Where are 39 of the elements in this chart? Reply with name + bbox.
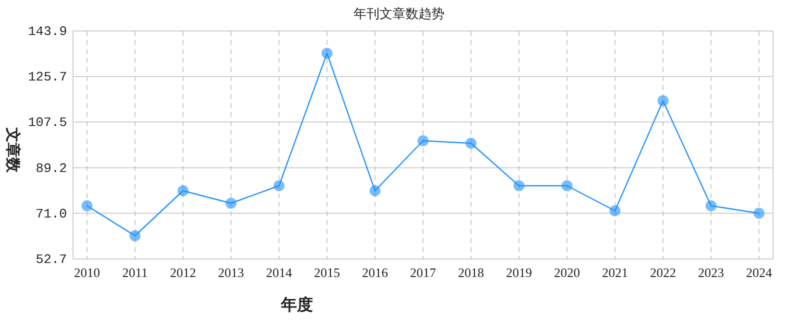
chart-title: 年刊文章数趋势 — [354, 6, 444, 21]
x-tick-label: 2010 — [74, 265, 100, 280]
point — [610, 205, 620, 216]
y-tick-label: 89.2 — [36, 160, 67, 176]
x-tick-label: 2015 — [314, 265, 340, 280]
x-tick-label: 2011 — [122, 265, 148, 280]
point — [226, 198, 236, 209]
x-tick-label: 2021 — [602, 265, 628, 280]
x-tick-label: 2024 — [746, 265, 772, 280]
y-axis-title: 文章数 — [4, 126, 22, 174]
y-tick-label: 143.9 — [28, 24, 67, 39]
point — [754, 208, 764, 219]
point — [658, 95, 668, 106]
point — [178, 185, 188, 196]
point — [130, 230, 140, 242]
y-tick-label: 125.7 — [28, 70, 67, 84]
point — [322, 48, 332, 59]
x-tick-label: 2016 — [362, 265, 388, 280]
x-tick-label: 2012 — [170, 265, 196, 280]
y-tick-label: 52.7 — [36, 252, 67, 267]
point — [274, 180, 284, 192]
y-tick-label: 71.0 — [36, 206, 67, 222]
point — [562, 180, 572, 192]
x-tick-label: 2017 — [410, 265, 436, 280]
y-tick-label: 107.5 — [28, 115, 67, 130]
point — [82, 200, 92, 212]
point — [418, 135, 428, 146]
x-tick-label: 2014 — [266, 265, 292, 280]
point — [370, 185, 380, 196]
x-tick-label: 2022 — [650, 265, 676, 280]
x-tick-label: 2018 — [458, 265, 484, 280]
x-tick-label: 2020 — [554, 265, 580, 280]
x-tick-label: 2019 — [506, 265, 532, 280]
x-axis-title: 年度 — [280, 295, 313, 314]
x-tick-label: 2023 — [698, 265, 724, 280]
x-tick-label: 2013 — [218, 265, 244, 280]
point — [466, 138, 476, 149]
point — [706, 200, 716, 212]
point — [514, 180, 524, 192]
